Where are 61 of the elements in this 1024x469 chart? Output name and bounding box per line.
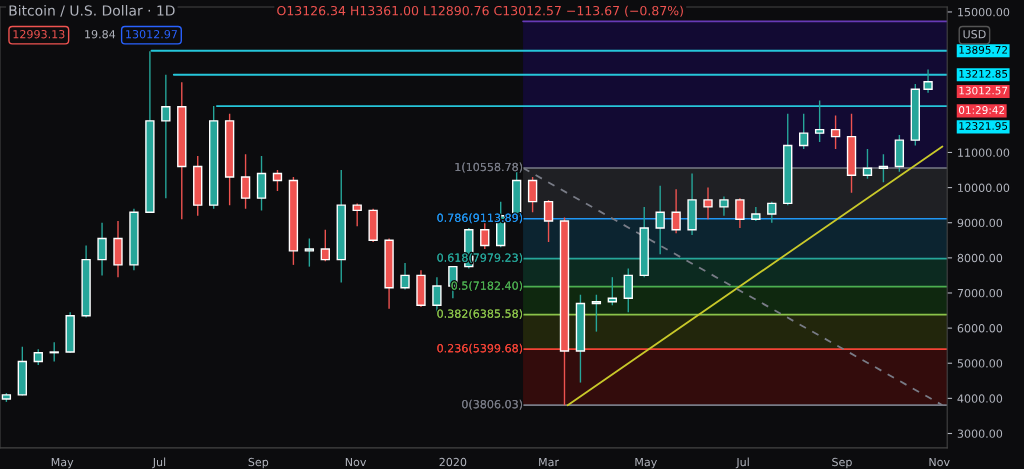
y-tick-label: 3000.00 — [957, 429, 1003, 438]
x-tick-label: Jul — [735, 457, 749, 469]
candlestick — [767, 200, 777, 224]
candlestick — [830, 114, 841, 150]
candlestick — [543, 199, 554, 243]
x-tick-label: Mar — [539, 457, 560, 467]
candlestick — [400, 262, 410, 291]
y-tick-label: 4000.00 — [957, 394, 1003, 403]
y-tick-label: 15000.00 — [958, 7, 1010, 17]
candlestick — [49, 341, 59, 363]
x-tick-label: May — [51, 457, 74, 469]
ref-line-label: 0(3806.03) — [462, 399, 523, 410]
y-tick-label: 8000.00 — [957, 253, 1003, 263]
text: 01:29:42 — [959, 106, 1005, 114]
y-tick-label: 5000.00 — [957, 359, 1003, 368]
annotation: 12993.13 — [13, 29, 65, 39]
x-tick-label: 2020 — [439, 457, 467, 467]
candlestick — [862, 148, 873, 180]
candlestick — [320, 229, 330, 263]
y-tick-label: 6000.00 — [957, 324, 1003, 333]
annotation: 13212.85 — [959, 69, 1008, 78]
x-tick-label: Sep — [248, 457, 269, 469]
candlestick — [719, 195, 729, 217]
candlestick — [161, 74, 171, 199]
candlestick — [272, 169, 283, 192]
ref-line-label: 1(10558.78) — [455, 162, 523, 173]
candlestick — [97, 222, 107, 277]
candlestick — [304, 237, 315, 268]
candlestick — [480, 222, 490, 250]
candlestick — [240, 153, 251, 210]
y-axis-title: USD — [963, 29, 986, 39]
chart-title: Bitcoin / U.S. Dollar · 1D — [9, 5, 175, 17]
candlestick — [352, 202, 362, 227]
chart-subtitle: O13126.34 H13361.00 L12890.76 C13012.57 −113.67 (−0.87%) — [277, 5, 683, 17]
y-tick-label: 11000.00 — [958, 148, 1010, 157]
ref-line-label: 0.236(5399.68) — [437, 343, 523, 354]
y-tick-label: 9000.00 — [957, 218, 1003, 228]
annotation: 13012.57 — [959, 86, 1008, 95]
x-tick-label: May — [635, 457, 657, 469]
candlestick — [671, 188, 681, 234]
candlestick — [878, 153, 889, 184]
candlestick — [623, 267, 633, 313]
candlestick — [735, 197, 745, 229]
annotation: 12321.95 — [959, 122, 1008, 130]
candlestick — [703, 186, 713, 220]
candlestick — [527, 176, 538, 213]
x-tick-label: Nov — [929, 457, 950, 467]
annotation: 13895.72 — [959, 45, 1007, 54]
y-tick-label: 10000.00 — [958, 183, 1010, 192]
candlestick — [591, 294, 602, 333]
candlestick — [799, 113, 809, 150]
candlestick — [814, 99, 825, 143]
x-tick-label: Jul — [152, 457, 166, 469]
x-tick-label: Nov — [345, 457, 367, 467]
annotation: 13012.97 — [126, 29, 177, 39]
candlestick — [655, 185, 665, 256]
candlestick — [923, 68, 933, 94]
y-tick-label: 7000.00 — [957, 288, 1003, 298]
annotation: 19.84 — [85, 29, 116, 39]
ref-line-label: 0.382(6385.58) — [437, 309, 523, 320]
x-tick-label: Sep — [832, 457, 852, 469]
